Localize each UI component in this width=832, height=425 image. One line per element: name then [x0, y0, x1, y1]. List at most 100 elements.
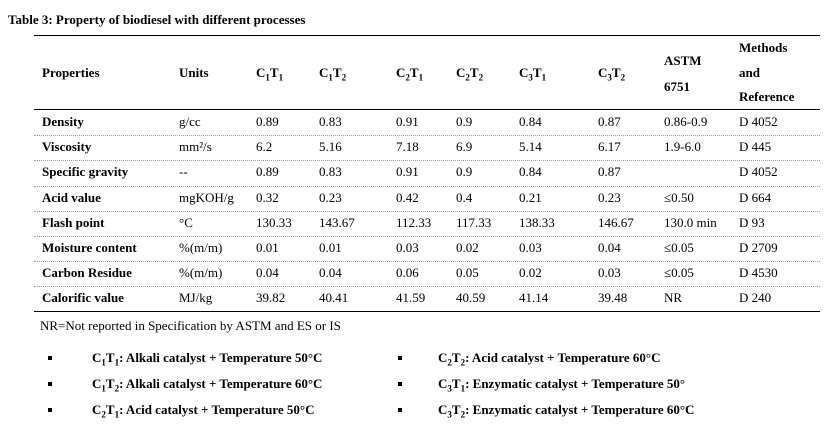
row-unit: °C — [179, 214, 193, 230]
table-note: NR=Not reported in Specification by ASTM… — [40, 318, 341, 333]
row-unit: %(m/m) — [179, 265, 223, 281]
header-c2t2: C2T2 — [456, 65, 484, 83]
legend-bullet — [398, 356, 402, 360]
row-divider — [34, 185, 820, 187]
row-value: 0.23 — [598, 189, 621, 205]
row-value: 0.89 — [256, 114, 279, 129]
header-bottom-rule — [34, 109, 820, 110]
row-value: 117.33 — [456, 214, 492, 230]
row-value: 130.33 — [256, 214, 292, 230]
row-astm: ≤0.05 — [664, 240, 694, 255]
row-value: 40.59 — [456, 290, 486, 306]
header-c3t1: C3T1 — [519, 65, 547, 83]
row-value: 0.01 — [256, 240, 279, 255]
row-value: 0.05 — [456, 265, 479, 281]
row-unit: -- — [179, 164, 188, 180]
row-method: D 2709 — [739, 240, 778, 255]
row-method: D 445 — [739, 139, 772, 155]
row-value: 146.67 — [598, 214, 634, 230]
row-astm: 0.86-0.9 — [664, 114, 708, 129]
row-astm: 1.9-6.0 — [664, 139, 701, 155]
legend-item: C3T2: Enzymatic catalyst + Temperature 6… — [438, 402, 695, 420]
row-value: 39.82 — [256, 290, 286, 306]
row-method: D 4052 — [739, 114, 778, 129]
legend-item: C1T1: Alkali catalyst + Temperature 50°C — [92, 350, 323, 368]
row-value: 7.18 — [396, 139, 419, 155]
legend-item: C2T1: Acid catalyst + Temperature 50°C — [92, 402, 315, 420]
row-value: 0.03 — [598, 265, 621, 281]
table-title: Table 3: Property of biodiesel with diff… — [8, 12, 306, 27]
row-value: 0.89 — [256, 164, 279, 180]
header-c3t2: C3T2 — [598, 65, 626, 83]
row-value: 138.33 — [519, 214, 555, 230]
row-property: Specific gravity — [42, 164, 129, 180]
row-value: 0.42 — [396, 189, 419, 205]
row-method: D 664 — [739, 189, 772, 205]
row-unit: mgKOH/g — [179, 189, 234, 205]
row-property: Carbon Residue — [42, 265, 132, 281]
row-value: 0.84 — [519, 114, 542, 129]
row-value: 0.91 — [396, 164, 419, 180]
header-astm-number: 6751 — [664, 79, 690, 94]
row-method: D 93 — [739, 214, 765, 230]
legend-bullet — [398, 408, 402, 412]
row-unit: MJ/kg — [179, 290, 213, 306]
row-value: 0.9 — [456, 114, 473, 129]
header-units: Units — [179, 65, 209, 80]
row-divider — [34, 261, 820, 263]
row-property: Moisture content — [42, 240, 137, 255]
row-value: 0.9 — [456, 164, 473, 180]
row-divider — [34, 286, 820, 288]
legend-bullet — [48, 408, 52, 412]
row-value: 39.48 — [598, 290, 628, 306]
row-value: 0.83 — [319, 164, 342, 180]
row-value: 0.03 — [519, 240, 542, 255]
row-value: 0.23 — [319, 189, 342, 205]
row-method: D 240 — [739, 290, 772, 306]
row-astm: NR — [664, 290, 683, 306]
row-divider — [34, 210, 820, 212]
row-value: 40.41 — [319, 290, 349, 306]
table-top-rule — [34, 35, 820, 36]
row-value: 0.04 — [256, 265, 279, 281]
row-value: 0.83 — [319, 114, 342, 129]
row-value: 0.04 — [319, 265, 342, 281]
row-value: 6.9 — [456, 139, 473, 155]
row-value: 41.59 — [396, 290, 426, 306]
row-value: 0.02 — [456, 240, 479, 255]
row-value: 0.91 — [396, 114, 419, 129]
row-value: 0.01 — [319, 240, 342, 255]
row-method: D 4052 — [739, 164, 778, 180]
row-value: 0.87 — [598, 164, 621, 180]
table-bottom-rule — [34, 311, 820, 312]
row-method: D 4530 — [739, 265, 778, 281]
row-value: 0.32 — [256, 189, 279, 205]
row-divider — [34, 160, 820, 162]
row-value: 0.4 — [456, 189, 473, 205]
row-value: 0.03 — [396, 240, 419, 255]
legend-bullet — [48, 356, 52, 360]
row-value: 0.87 — [598, 114, 621, 129]
row-divider — [34, 236, 820, 237]
legend-bullet — [398, 382, 402, 386]
row-astm: ≤0.50 — [664, 189, 694, 205]
row-property: Density — [42, 114, 84, 129]
header-properties: Properties — [42, 65, 100, 80]
header-c1t1: C1T1 — [256, 65, 284, 83]
row-value: 41.14 — [519, 290, 549, 306]
legend-item: C3T1: Enzymatic catalyst + Temperature 5… — [438, 376, 686, 394]
header-astm: ASTM — [664, 53, 702, 68]
header-c1t2: C1T2 — [319, 65, 347, 83]
row-value: 0.84 — [519, 164, 542, 180]
row-property: Flash point — [42, 214, 105, 230]
row-value: 6.2 — [256, 139, 273, 155]
row-value: 5.16 — [319, 139, 342, 155]
header-methods-and: and — [739, 65, 760, 80]
row-property: Calorific value — [42, 290, 124, 306]
row-value: 112.33 — [396, 214, 432, 230]
legend-item: C1T2: Alkali catalyst + Temperature 60°C — [92, 376, 323, 394]
header-c2t1: C2T1 — [396, 65, 424, 83]
row-unit: %(m/m) — [179, 240, 223, 255]
row-value: 5.14 — [519, 139, 542, 155]
legend-bullet — [48, 382, 52, 386]
